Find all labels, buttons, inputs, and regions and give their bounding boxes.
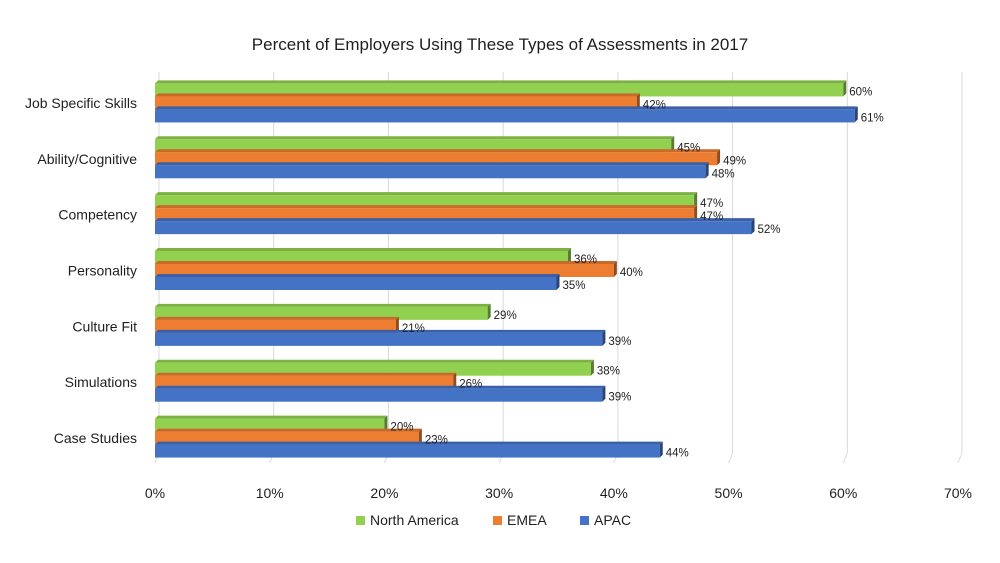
chart-title: Percent of Employers Using These Types o… [252, 35, 748, 54]
data-label: 49% [723, 155, 746, 167]
x-tick-label: 70% [944, 485, 972, 501]
legend-swatch [493, 516, 502, 525]
bar [155, 372, 457, 389]
bar [155, 106, 858, 123]
data-label: 21% [402, 323, 425, 335]
bar [155, 136, 675, 153]
x-tick-label: 30% [485, 485, 513, 501]
data-label: 35% [563, 280, 586, 292]
data-label: 47% [700, 211, 723, 223]
data-label: 61% [861, 112, 884, 124]
x-tick-label: 50% [715, 485, 743, 501]
bar [155, 274, 560, 290]
bars [155, 80, 858, 458]
bar [155, 149, 721, 166]
bar [155, 80, 847, 97]
category-label: Culture Fit [72, 318, 137, 334]
bar [155, 93, 640, 110]
category-label: Job Specific Skills [25, 95, 137, 111]
data-label: 60% [849, 86, 872, 98]
bar [155, 192, 698, 209]
bar [155, 359, 594, 376]
category-label: Case Studies [54, 430, 137, 446]
bar [155, 428, 422, 445]
bar [155, 329, 606, 346]
data-label: 48% [712, 168, 735, 180]
legend-swatch [580, 516, 589, 525]
legend-label: North America [370, 512, 459, 528]
x-tick-label: 40% [600, 485, 628, 501]
x-tick-label: 60% [829, 485, 857, 501]
bar [155, 162, 709, 179]
data-label: 26% [459, 379, 482, 391]
category-labels: Job Specific Skills Ability/Cognitive Comp… [25, 95, 137, 446]
bar [155, 316, 399, 333]
data-label: 47% [700, 198, 723, 210]
category-label: Competency [58, 207, 137, 223]
legend-item: North America [356, 512, 459, 528]
x-tick-label: 20% [370, 485, 398, 501]
category-label: Simulations [65, 374, 137, 390]
legend-item: EMEA [493, 512, 547, 528]
data-labels: 60% 42% 61% 45% 49%48% 47%47% 52% 36% 40% 35% 29% 2… [390, 86, 883, 459]
legend-label: APAC [594, 512, 631, 528]
bar [155, 261, 617, 277]
data-label: 52% [758, 224, 781, 236]
data-label: 20% [390, 422, 413, 434]
x-tick-label: 0% [145, 485, 165, 501]
category-label: Ability/Cognitive [37, 151, 137, 167]
bar [155, 415, 388, 432]
bar [155, 303, 491, 320]
legend-item: APAC [580, 512, 631, 528]
legend-swatch [356, 516, 365, 525]
legend-label: EMEA [507, 512, 547, 528]
data-label: 42% [643, 99, 666, 111]
bar [155, 441, 663, 458]
x-axis-ticks: 0% 10% 20% 30% 40% 50% 60% 70% [145, 485, 972, 501]
bar [155, 248, 571, 264]
gridline-floor [957, 452, 963, 464]
data-label: 45% [677, 142, 700, 154]
bar [155, 218, 755, 235]
data-label: 39% [608, 336, 631, 348]
x-tick-label: 10% [256, 485, 284, 501]
data-label: 40% [620, 267, 643, 279]
bar [155, 205, 698, 222]
data-label: 44% [666, 448, 689, 460]
data-label: 29% [494, 310, 517, 322]
data-label: 39% [608, 392, 631, 404]
data-label: 38% [597, 366, 620, 378]
gridline-floor [728, 452, 734, 464]
data-label: 23% [425, 435, 448, 447]
bar [155, 385, 606, 402]
legend: North America EMEA APAC [356, 512, 631, 528]
data-label: 36% [574, 254, 597, 266]
gridline-floor [842, 452, 848, 464]
category-label: Personality [68, 263, 137, 279]
